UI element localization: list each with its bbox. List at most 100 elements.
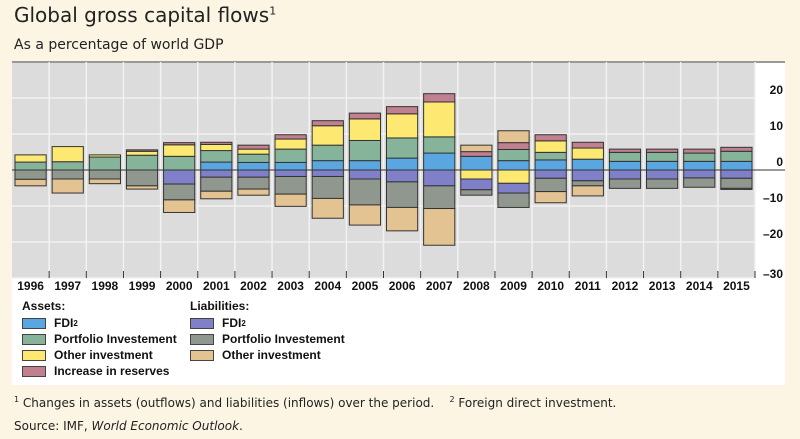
bar-segment — [348, 169, 382, 180]
x-tick-label: 2015 — [723, 279, 750, 291]
legend-swatch — [22, 317, 46, 329]
bar-segment — [646, 178, 679, 189]
bar-segment — [274, 134, 307, 140]
bar-segment — [460, 189, 493, 196]
legend-liabilities-item: Other investment — [190, 347, 345, 363]
x-tick-label: 1996 — [17, 279, 44, 291]
x-tick-label: 2003 — [277, 279, 304, 291]
source-suffix: . — [239, 419, 243, 433]
x-tick-label: 2000 — [166, 279, 193, 291]
legend-assets-heading: Assets: — [22, 299, 66, 313]
bar-segment — [14, 178, 47, 187]
bar-segment — [534, 191, 567, 204]
bar-segment — [125, 185, 159, 190]
legend-label-sup: 2 — [241, 318, 246, 328]
bar-segment — [497, 160, 530, 171]
bar-segment — [311, 144, 344, 162]
bar-segment — [88, 178, 121, 185]
legend-swatch — [22, 365, 46, 377]
bar-segment — [720, 187, 753, 190]
bar-segment — [51, 178, 84, 194]
bar-segment — [237, 176, 270, 190]
bar-segment — [683, 169, 716, 179]
bar-segment — [571, 169, 604, 182]
bar-segment — [200, 143, 233, 152]
x-tick-label: 1999 — [129, 279, 156, 291]
x-tick-label: 2002 — [240, 279, 267, 291]
bar-segment — [385, 157, 419, 171]
bar-segment — [534, 177, 567, 193]
bar-segment — [348, 112, 382, 120]
chart-subtitle: As a percentage of world GDP — [14, 37, 224, 53]
bar-segment — [311, 120, 344, 127]
bar-segment — [608, 169, 642, 180]
legend-label: Other investment — [222, 348, 321, 362]
x-tick-label: 2014 — [686, 279, 713, 291]
bar-segment — [423, 136, 456, 154]
bar-segment — [720, 169, 753, 179]
bar-segment — [385, 206, 419, 232]
bar-segment — [683, 177, 716, 188]
bar-segment — [571, 141, 604, 149]
x-tick-label: 2001 — [203, 279, 230, 291]
bar-segment — [460, 151, 493, 157]
bar-segment — [646, 160, 679, 171]
x-tick-label: 2013 — [649, 279, 676, 291]
bar-segment — [200, 141, 233, 145]
bar-segment — [460, 144, 493, 153]
bar-segment — [51, 169, 84, 180]
legend-label: FDI — [54, 316, 74, 330]
legend-assets-item: Increase in reserves — [22, 363, 177, 379]
x-tick-label: 2011 — [575, 279, 601, 291]
y-tick-label: –20 — [763, 227, 783, 241]
bar-segment — [720, 177, 753, 189]
bar-segment — [385, 181, 419, 208]
bar-segment — [274, 169, 307, 177]
legend-assets: Assets: FDI 2 Portfolio Investement Other i… — [22, 299, 177, 379]
bar-segment — [646, 169, 679, 180]
y-tick-label: –10 — [763, 191, 783, 205]
bar-segment — [571, 147, 604, 160]
x-tick-label: 2005 — [352, 279, 379, 291]
x-tick-label: 2006 — [389, 279, 416, 291]
bar-segment — [14, 169, 47, 180]
bar-segment — [385, 137, 419, 159]
legend-label: Increase in reserves — [54, 364, 170, 378]
bar-segment — [125, 169, 159, 187]
bar-segment — [534, 151, 567, 161]
bar-segment — [423, 152, 456, 171]
legend-liabilities-item: FDI 2 — [190, 315, 345, 331]
bar-segment — [646, 151, 679, 162]
y-tick-label: –30 — [763, 267, 783, 281]
bar-segment — [646, 148, 679, 153]
bar-segment — [348, 139, 382, 162]
legend-swatch — [190, 349, 214, 361]
x-tick-label: 2010 — [537, 279, 564, 291]
y-tick-label: 10 — [770, 119, 784, 133]
bar-segment — [163, 169, 196, 185]
legend-assets-item: Other investment — [22, 347, 177, 363]
chart-title: Global gross capital flows1 — [14, 3, 276, 27]
footnote2-text: Foreign direct investment. — [458, 396, 617, 410]
bar-segment — [311, 160, 344, 171]
bar-segment — [497, 142, 530, 150]
bar-segment — [608, 160, 642, 171]
bar-segment — [14, 161, 47, 171]
bar-segment — [237, 169, 270, 178]
source-title: World Economic Outlook — [91, 419, 240, 433]
bar-segment — [237, 161, 270, 171]
bar-segment — [608, 151, 642, 162]
y-tick-label: 20 — [770, 83, 784, 97]
bar-segment — [423, 93, 456, 103]
legend-label-sup: 2 — [73, 318, 78, 328]
chart-title-text: Global gross capital flows — [14, 3, 270, 27]
bar-segment — [460, 178, 493, 191]
bar-segment — [348, 118, 382, 141]
legend-liabilities-item: Portfolio Investement — [190, 331, 345, 347]
bar-segment — [274, 175, 307, 195]
bar-segment — [720, 146, 753, 152]
legend-label: Portfolio Investement — [222, 332, 345, 346]
bar-segment — [720, 160, 753, 171]
bar-segment — [88, 154, 121, 158]
bar-segment — [423, 208, 456, 246]
